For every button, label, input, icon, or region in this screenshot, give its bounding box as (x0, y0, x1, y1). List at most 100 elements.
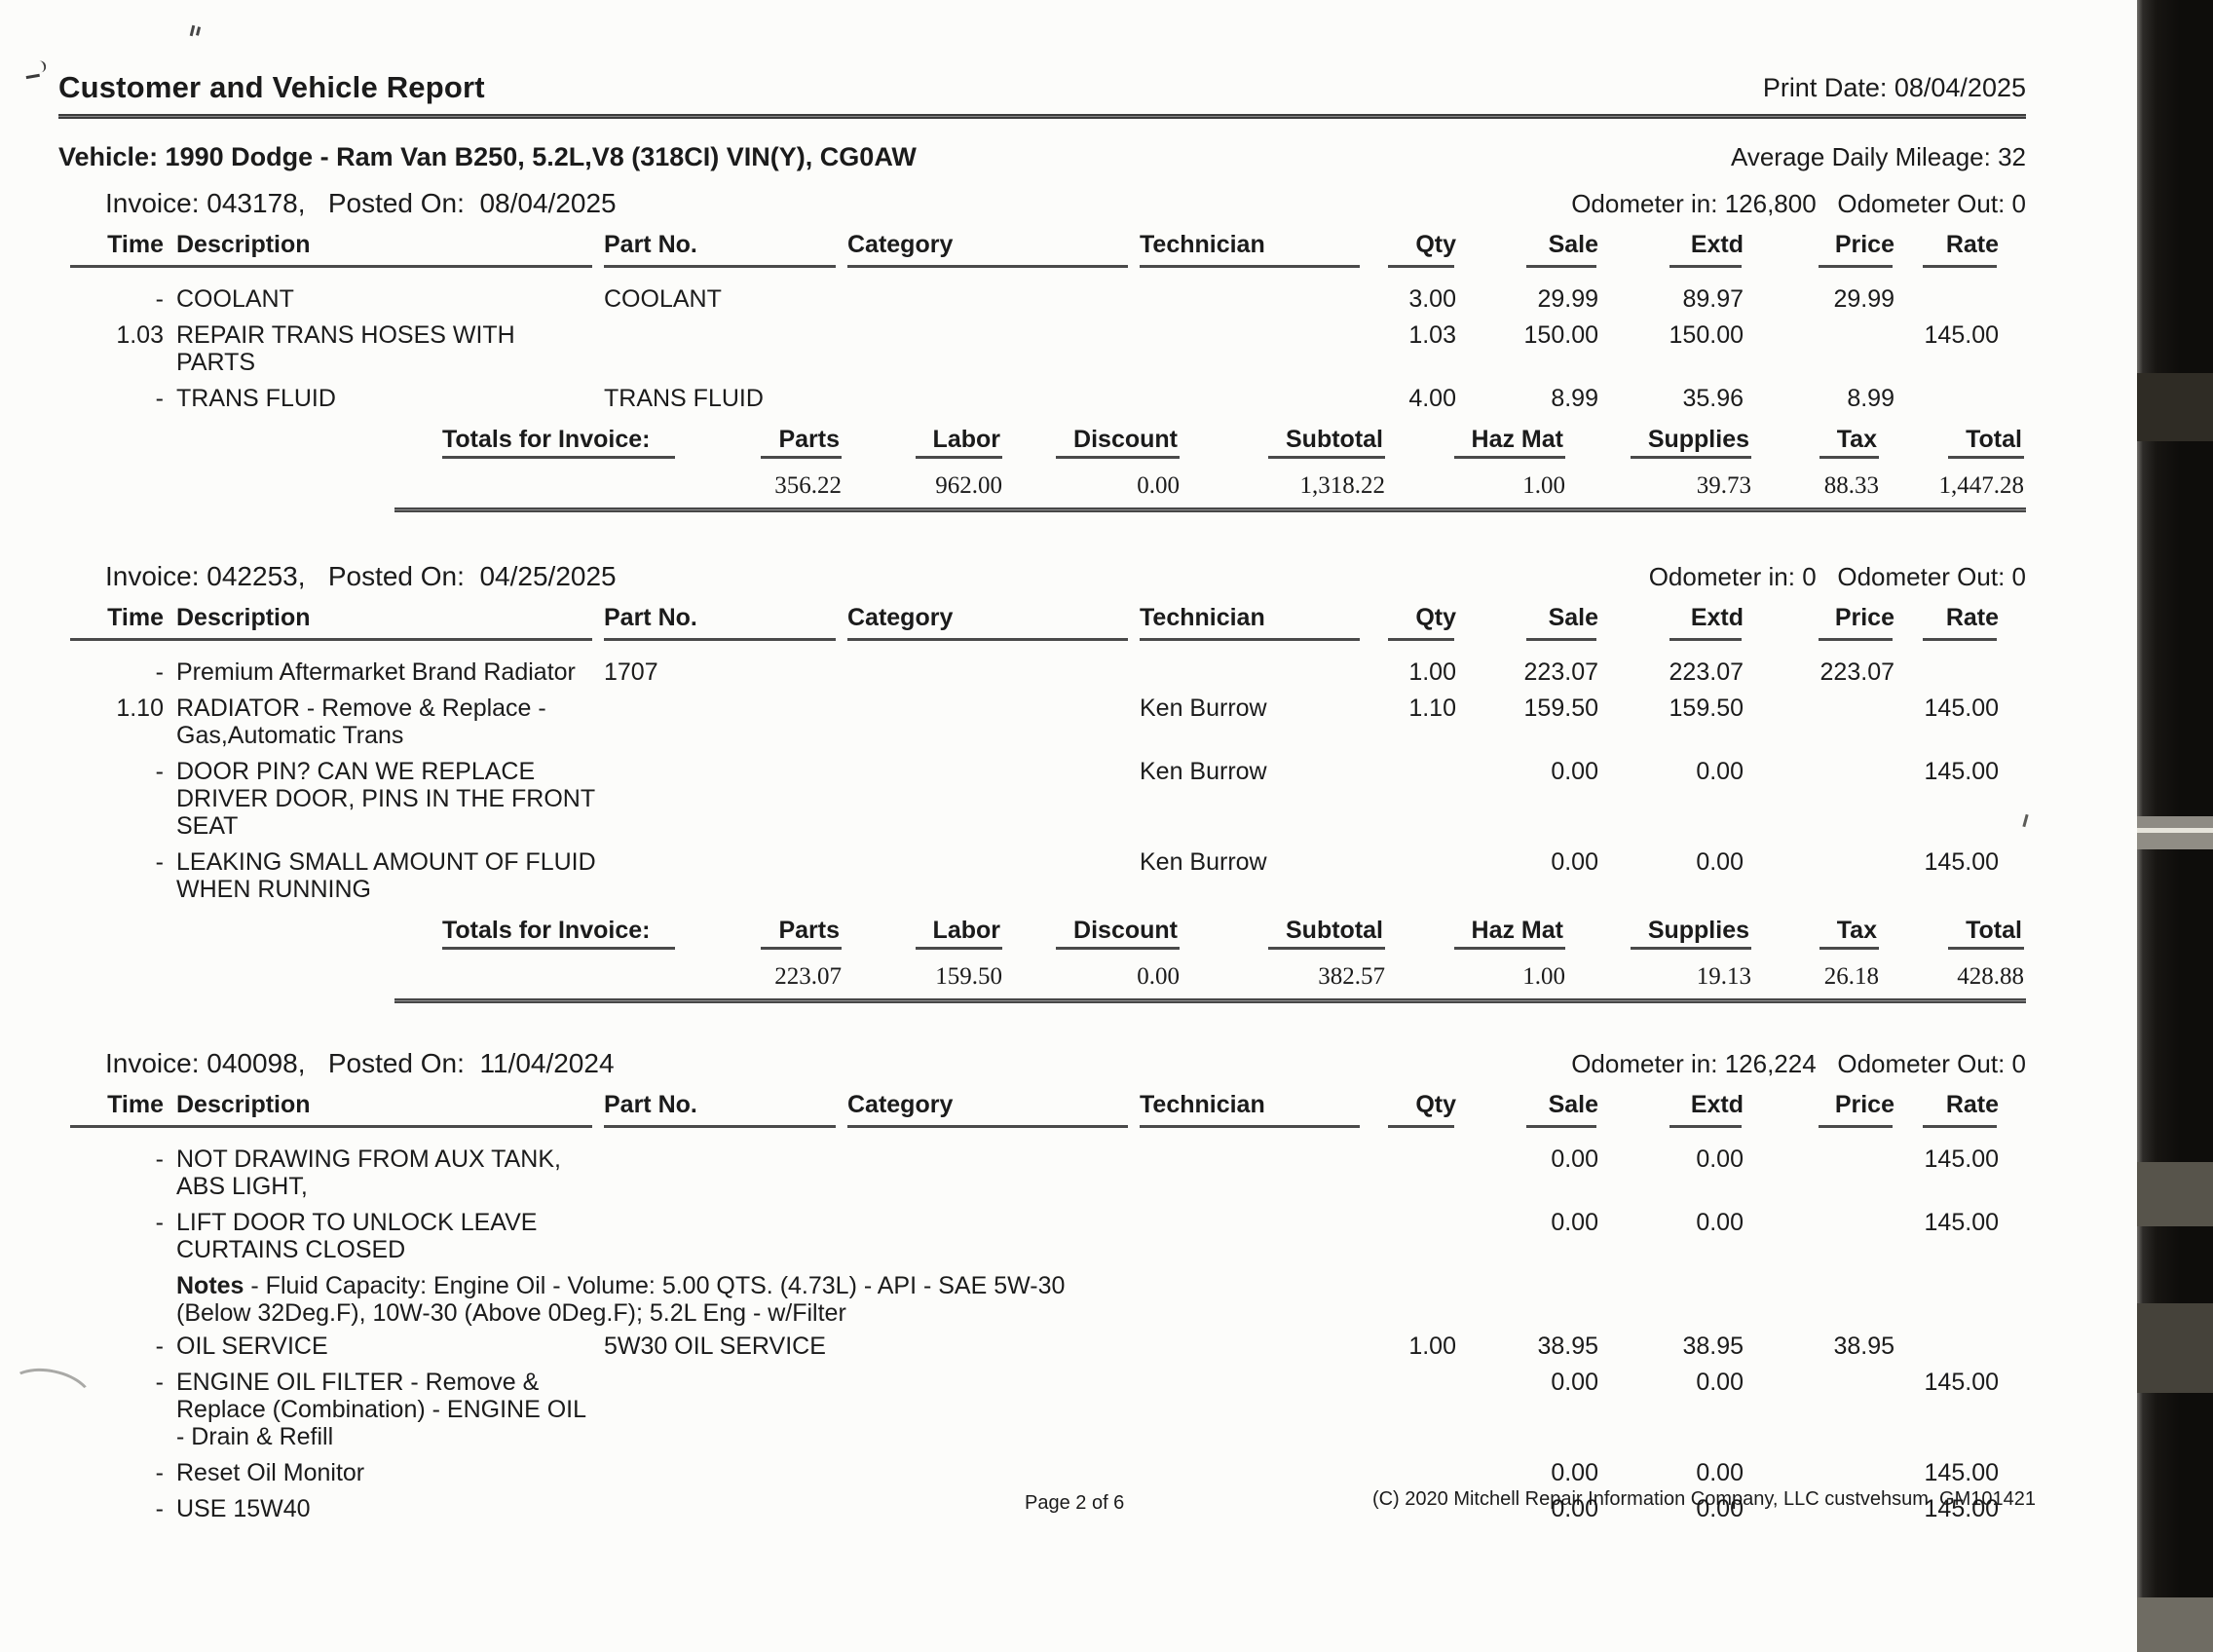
time-cell: - (155, 658, 164, 686)
scan-band (2137, 1597, 2213, 1652)
invoice-number-line: Invoice: 042253, Posted On: 04/25/2025 (105, 561, 617, 591)
odometer-line: Odometer in: 0 Odometer Out: 0 (1648, 562, 2026, 591)
totals-tax-value: 88.33 (1823, 472, 1879, 499)
price-cell: 223.07 (1819, 658, 1894, 686)
technician-cell: Ken Burrow (1140, 695, 1267, 722)
extd-cell: 0.00 (1696, 1145, 1744, 1173)
scan-band (2137, 816, 2213, 849)
sale-cell: 38.95 (1537, 1333, 1598, 1360)
col-header-category: Category (847, 1091, 1140, 1128)
col-header-price: Price (1744, 604, 1894, 641)
notes-row: Notes - Fluid Capacity: Engine Oil - Vol… (58, 1272, 2026, 1327)
odometer-line: Odometer in: 126,224 Odometer Out: 0 (1571, 1049, 2026, 1078)
extd-cell: 0.00 (1696, 1209, 1744, 1236)
totals-header-labor: Labor (842, 917, 1002, 956)
totals-header-subtotal: Subtotal (1180, 426, 1385, 465)
price-cell: 29.99 (1833, 285, 1894, 313)
description-cell: OIL SERVICE (176, 1333, 328, 1360)
totals-parts-value: 356.22 (774, 472, 842, 499)
copyright-line: (C) 2020 Mitchell Repair Information Com… (1371, 1488, 2036, 1510)
scan-band (2137, 1162, 2213, 1226)
part-no-cell: COOLANT (604, 285, 722, 313)
items-header-row: Time Description Part No. Category Techn… (58, 604, 2026, 641)
sale-cell: 0.00 (1551, 1459, 1598, 1486)
description-cell: USE 15W40 (176, 1495, 311, 1522)
col-header-part-no: Part No. (604, 1091, 847, 1128)
col-header-sale: Sale (1456, 604, 1598, 641)
sale-cell: 0.00 (1551, 1495, 1598, 1522)
page-number: Page 2 of 6 (1025, 1492, 1125, 1514)
invoice-head: Invoice: 040098, Posted On: 11/04/2024 O… (58, 1048, 2026, 1079)
sale-cell: 159.50 (1523, 695, 1598, 722)
table-row: - ENGINE OIL FILTER - Remove & Replace (… (58, 1369, 2026, 1450)
extd-cell: 89.97 (1682, 285, 1744, 313)
time-cell: - (155, 1369, 164, 1396)
items-header-row: Time Description Part No. Category Techn… (58, 1091, 2026, 1128)
totals-supplies-value: 39.73 (1696, 472, 1751, 499)
extd-cell: 35.96 (1682, 385, 1744, 412)
scan-smudge-artifact (24, 64, 40, 80)
col-header-price: Price (1744, 231, 1894, 268)
time-cell: - (155, 1209, 164, 1236)
report-content: Customer and Vehicle Report Print Date: … (58, 0, 2026, 1531)
qty-cell: 3.00 (1408, 285, 1456, 313)
totals-subtotal-value: 382.57 (1318, 963, 1385, 990)
sale-cell: 223.07 (1523, 658, 1598, 686)
totals-header-discount: Discount (1002, 917, 1180, 956)
description-cell: DOOR PIN? CAN WE REPLACE DRIVER DOOR, PI… (176, 758, 596, 840)
col-header-part-no: Part No. (604, 604, 847, 641)
rate-cell: 145.00 (1924, 1495, 1999, 1522)
totals-header-haz-mat: Haz Mat (1385, 426, 1565, 465)
table-row: - COOLANT COOLANT 3.00 29.99 89.97 29.99 (58, 285, 2026, 313)
report-header: Customer and Vehicle Report Print Date: … (58, 70, 2026, 105)
sale-cell: 0.00 (1551, 758, 1598, 785)
print-date: Print Date: 08/04/2025 (1762, 73, 2026, 102)
table-row: 1.03 REPAIR TRANS HOSES WITH PARTS 1.03 … (58, 321, 2026, 376)
description-cell: REPAIR TRANS HOSES WITH PARTS (176, 321, 515, 376)
totals-label: Totals for Invoice: (409, 917, 694, 956)
col-header-part-no: Part No. (604, 231, 847, 268)
totals-total-value: 428.88 (1957, 963, 2024, 990)
invoice-rows: - COOLANT COOLANT 3.00 29.99 89.97 29.99… (58, 285, 2026, 412)
header-rule (58, 114, 2026, 119)
sale-cell: 0.00 (1551, 848, 1598, 876)
totals-discount-value: 0.00 (1137, 963, 1180, 990)
qty-cell: 1.00 (1408, 658, 1456, 686)
time-cell: 1.10 (116, 695, 164, 722)
col-header-time: Time (58, 231, 164, 268)
invoice-number-line: Invoice: 040098, Posted On: 11/04/2024 (105, 1048, 615, 1078)
totals-header-parts: Parts (694, 426, 842, 465)
totals-supplies-value: 19.13 (1696, 963, 1751, 990)
table-row: - Premium Aftermarket Brand Radiator 170… (58, 658, 2026, 686)
extd-cell: 0.00 (1696, 848, 1744, 876)
time-cell: - (155, 1333, 164, 1360)
col-header-qty: Qty (1371, 231, 1456, 268)
extd-cell: 150.00 (1669, 321, 1744, 349)
time-cell: 1.03 (116, 321, 164, 349)
scan-band (2137, 1303, 2213, 1393)
extd-cell: 159.50 (1669, 695, 1744, 722)
invoice-section-043178: Invoice: 043178, Posted On: 08/04/2025 O… (58, 188, 2026, 512)
scan-edge-strip (2137, 0, 2213, 1652)
part-no-cell: 1707 (604, 658, 658, 686)
totals-labor-value: 962.00 (935, 472, 1002, 499)
average-daily-mileage: Average Daily Mileage: 32 (1730, 142, 2026, 171)
totals-header-supplies: Supplies (1565, 917, 1751, 956)
col-header-rate: Rate (1894, 1091, 1999, 1128)
totals-header-supplies: Supplies (1565, 426, 1751, 465)
extd-cell: 0.00 (1696, 1495, 1744, 1522)
totals-header-subtotal: Subtotal (1180, 917, 1385, 956)
col-header-description: Description (164, 231, 604, 268)
description-cell: Premium Aftermarket Brand Radiator (176, 658, 576, 686)
table-row: - NOT DRAWING FROM AUX TANK, ABS LIGHT, … (58, 1145, 2026, 1200)
col-header-extd: Extd (1598, 604, 1744, 641)
invoice-totals: Totals for Invoice: Parts Labor Discount… (409, 426, 2026, 500)
part-no-cell: TRANS FLUID (604, 385, 764, 412)
totals-header-tax: Tax (1751, 426, 1879, 465)
col-header-sale: Sale (1456, 231, 1598, 268)
table-row: 1.10 RADIATOR - Remove & Replace - Gas,A… (58, 695, 2026, 749)
col-header-rate: Rate (1894, 231, 1999, 268)
time-cell: - (155, 385, 164, 412)
extd-cell: 0.00 (1696, 758, 1744, 785)
vehicle-row: Vehicle: 1990 Dodge - Ram Van B250, 5.2L… (58, 142, 2026, 172)
